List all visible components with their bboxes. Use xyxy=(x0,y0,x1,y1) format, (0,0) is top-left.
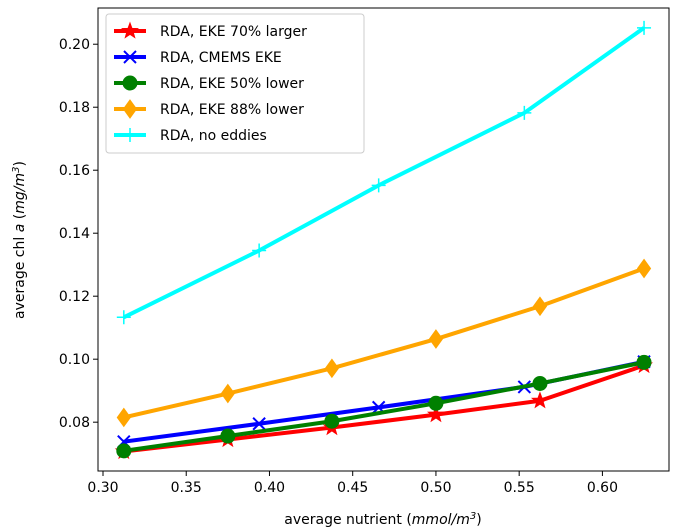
data-point xyxy=(324,358,340,379)
series-3 xyxy=(116,354,652,459)
series-line xyxy=(123,363,645,454)
data-point xyxy=(637,20,652,35)
legend-entry: RDA, CMEMS EKE xyxy=(114,50,282,66)
legend-label: RDA, CMEMS EKE xyxy=(160,50,282,66)
legend-label: RDA, no eddies xyxy=(160,128,267,144)
data-point xyxy=(252,417,266,431)
legend-entry: RDA, no eddies xyxy=(114,128,267,144)
data-point xyxy=(252,243,267,258)
data-point xyxy=(324,413,340,429)
data-point xyxy=(116,407,131,428)
x-tick-label: 0.60 xyxy=(587,480,618,496)
data-point xyxy=(426,405,445,423)
data-point xyxy=(371,178,386,193)
data-point xyxy=(220,428,236,444)
data-point xyxy=(220,383,235,404)
y-tick-label: 0.08 xyxy=(59,415,90,431)
y-axis-ticks: 0.08 0.10 0.12 0.14 0.16 0.18 0.20 xyxy=(59,37,98,431)
x-tick-label: 0.40 xyxy=(254,480,285,496)
y-axis-label: average chl a (mg/m3) xyxy=(11,161,29,319)
data-point xyxy=(428,329,444,349)
y-tick-label: 0.16 xyxy=(59,163,90,179)
legend-marker xyxy=(120,21,140,39)
data-point xyxy=(517,105,532,120)
legend-entry: RDA, EKE 50% lower xyxy=(114,75,304,92)
y-tick-label: 0.14 xyxy=(59,226,90,242)
x-tick-label: 0.50 xyxy=(420,480,451,496)
data-point xyxy=(532,375,548,391)
series-line xyxy=(123,266,645,420)
y-tick-label: 0.20 xyxy=(59,37,90,53)
series-5 xyxy=(116,20,652,325)
x-tick-label: 0.45 xyxy=(337,480,368,496)
legend-entry: RDA, EKE 88% lower xyxy=(114,99,304,119)
legend-marker xyxy=(123,128,137,142)
legend-marker xyxy=(122,99,138,119)
legend: RDA, EKE 70% larger RDA, CMEMS EKE RDA, EK… xyxy=(105,13,365,154)
data-point xyxy=(636,354,652,370)
data-point xyxy=(428,395,444,411)
data-point xyxy=(116,310,131,325)
y-tick-label: 0.18 xyxy=(59,100,90,116)
data-point xyxy=(116,443,132,459)
series-line xyxy=(123,360,645,453)
legend-marker xyxy=(123,50,137,64)
legend-entry: RDA, EKE 70% larger xyxy=(114,21,307,40)
x-axis-label: average nutrient (mmol/m3) xyxy=(284,511,481,529)
series-layer xyxy=(114,20,654,460)
x-tick-label: 0.55 xyxy=(504,480,535,496)
data-point xyxy=(530,391,549,409)
x-axis-ticks: 0.30 0.35 0.40 0.45 0.50 0.55 0.60 xyxy=(87,471,618,496)
legend-box xyxy=(105,13,365,154)
data-point xyxy=(532,296,548,317)
axes-frame xyxy=(97,7,670,472)
x-tick-label: 0.35 xyxy=(171,480,202,496)
y-tick-label: 0.12 xyxy=(59,289,90,305)
legend-label: RDA, EKE 70% larger xyxy=(160,24,307,40)
legend-marker xyxy=(122,75,138,91)
y-tick-label: 0.10 xyxy=(59,352,90,368)
x-tick-label: 0.30 xyxy=(87,480,118,496)
legend-label: RDA, EKE 50% lower xyxy=(160,76,304,92)
series-4 xyxy=(116,258,652,428)
data-point xyxy=(636,258,652,279)
legend-label: RDA, EKE 88% lower xyxy=(160,102,304,118)
